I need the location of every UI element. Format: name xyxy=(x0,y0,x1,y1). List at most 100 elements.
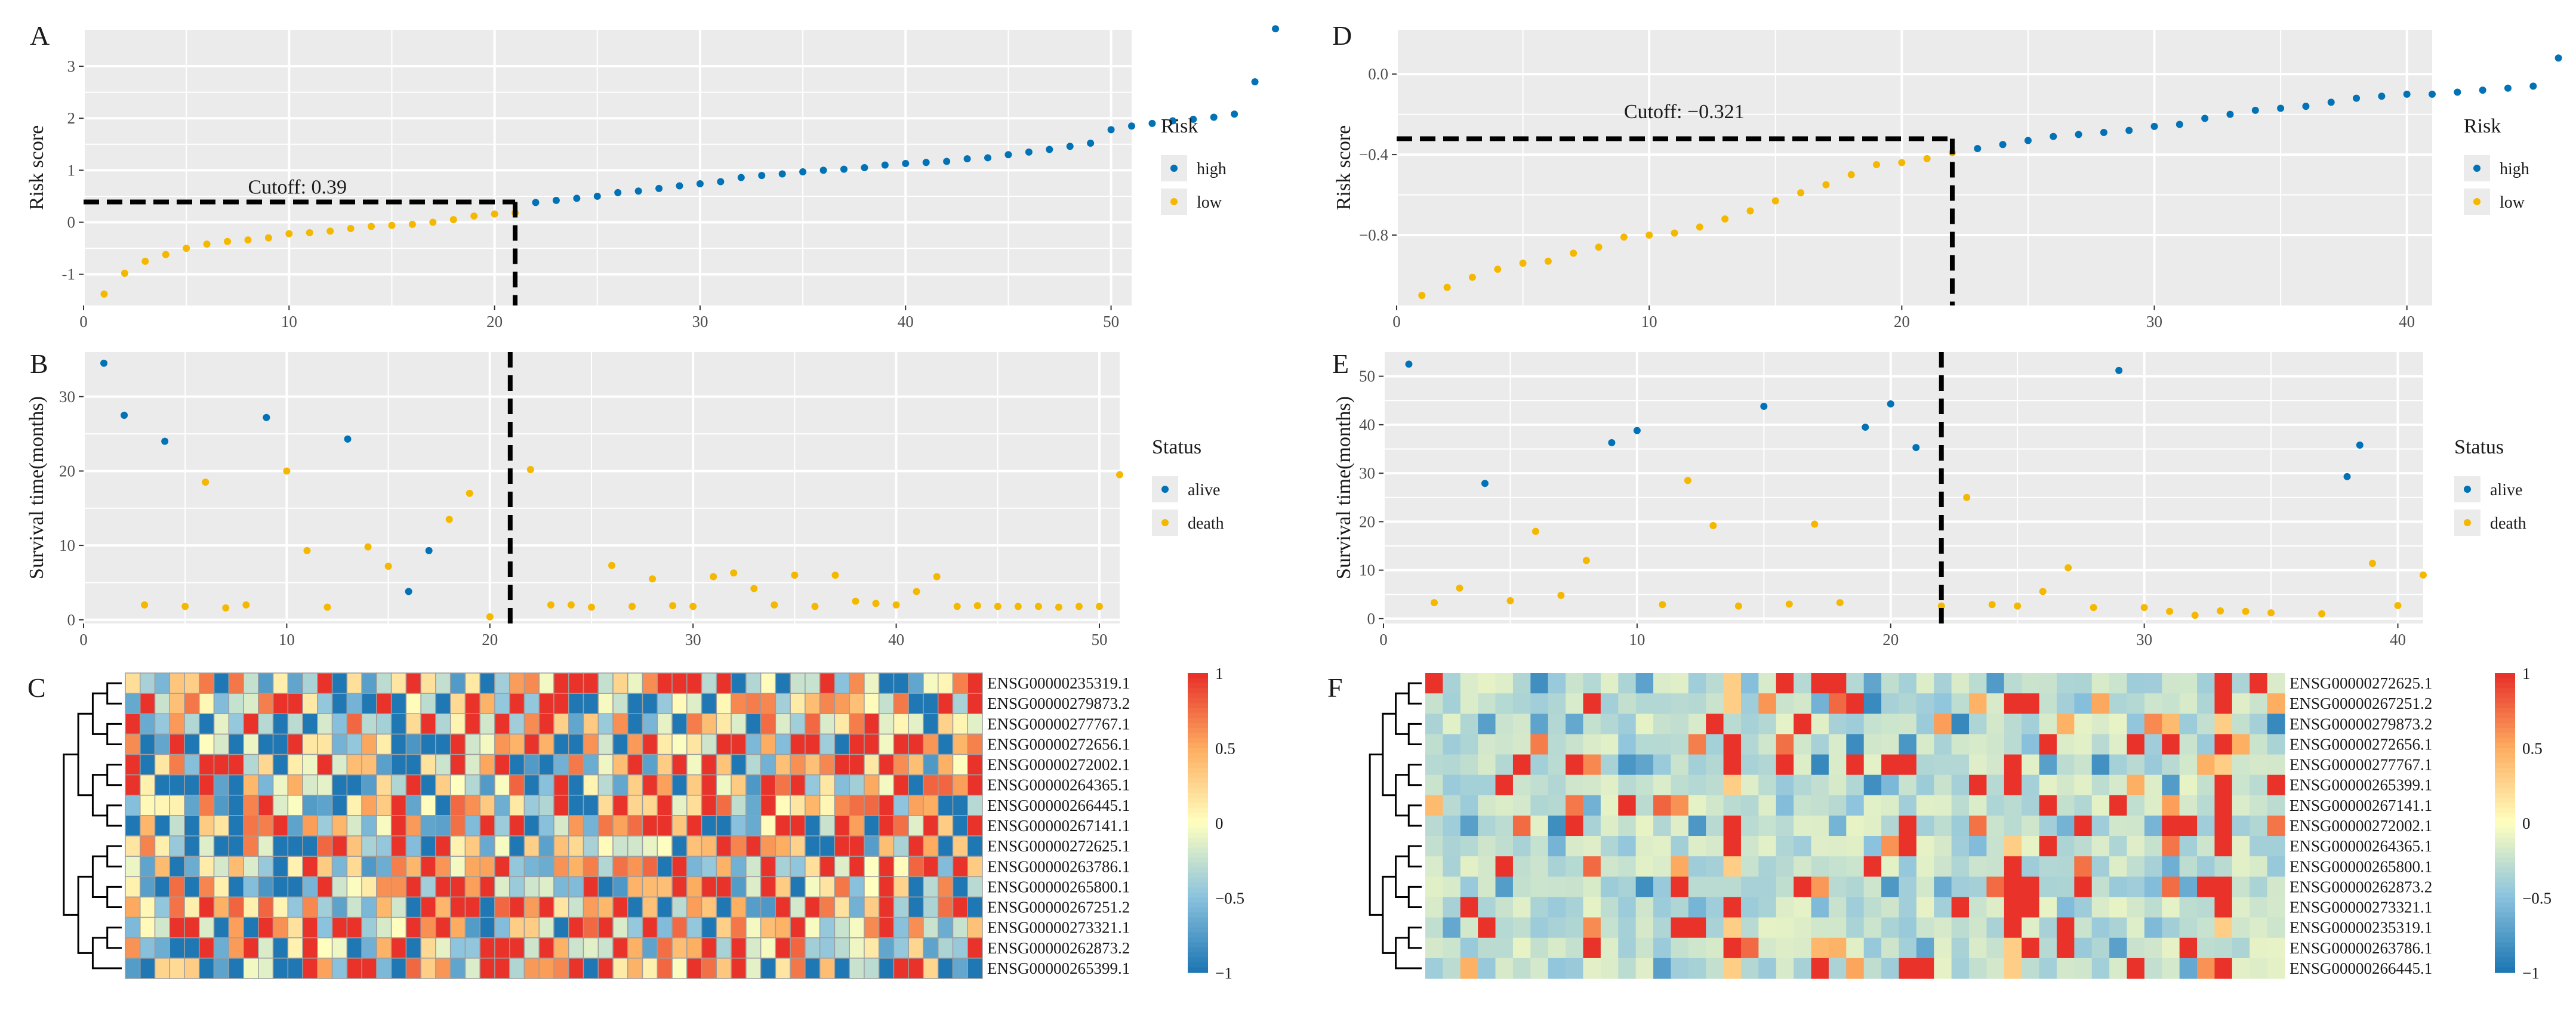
heatmap-cell xyxy=(2056,673,2075,694)
heatmap-cell xyxy=(952,733,968,755)
data-point xyxy=(2024,137,2032,144)
heatmap-cell xyxy=(716,876,732,898)
colorbar-tick-label: −0.5 xyxy=(1215,889,1244,907)
heatmap-cell xyxy=(627,754,643,776)
gene-label: ENSG00000272002.1 xyxy=(2290,817,2432,835)
heatmap-cell xyxy=(1460,856,1478,877)
heatmap-cell xyxy=(2056,958,2075,979)
heatmap-cell xyxy=(302,672,318,694)
heatmap-cell xyxy=(2127,693,2145,714)
heatmap-cell xyxy=(1776,856,1794,877)
heatmap-cell xyxy=(671,672,688,694)
data-point xyxy=(344,435,352,443)
heatmap-cell xyxy=(1600,937,1619,959)
heatmap-cell xyxy=(657,733,673,755)
heatmap-cell xyxy=(686,733,702,755)
heatmap-cell xyxy=(1951,714,1970,734)
heatmap-cell xyxy=(553,795,569,816)
heatmap-cell xyxy=(2214,937,2233,959)
heatmap-cell xyxy=(1969,897,1988,918)
data-point xyxy=(203,240,211,248)
heatmap-cell xyxy=(2197,937,2216,959)
heatmap-cell xyxy=(745,672,762,694)
heatmap-cell xyxy=(1811,673,1829,694)
heatmap-cell xyxy=(287,937,303,959)
heatmap-cell xyxy=(952,795,968,816)
heatmap-cell xyxy=(169,896,185,918)
heatmap-cell xyxy=(849,835,865,857)
heatmap-cell xyxy=(2056,876,2075,898)
heatmap-cell xyxy=(2074,774,2093,796)
heatmap-cell xyxy=(1512,917,1531,939)
heatmap-cell xyxy=(2022,774,2040,796)
heatmap-cell xyxy=(2039,815,2057,836)
heatmap-cell xyxy=(1951,815,1970,836)
heatmap-cell xyxy=(1828,876,1847,898)
heatmap-cell xyxy=(2197,856,2216,877)
heatmap-cell xyxy=(790,774,806,796)
heatmap-cell xyxy=(937,835,954,857)
heatmap-cell xyxy=(775,713,791,735)
data-point xyxy=(2378,92,2386,100)
heatmap-cell xyxy=(1723,774,1742,796)
heatmap-cell xyxy=(790,896,806,918)
data-point xyxy=(2115,366,2123,374)
heatmap-cell xyxy=(597,835,614,857)
heatmap-cell xyxy=(1653,836,1672,857)
data-point xyxy=(2318,610,2326,618)
heatmap-cell xyxy=(627,795,643,816)
colorbar-segment xyxy=(1188,737,1208,744)
heatmap-cell xyxy=(686,672,702,694)
x-tick-label: 20 xyxy=(486,313,503,331)
heatmap-cell xyxy=(523,774,540,796)
heatmap-cell xyxy=(272,916,289,939)
heatmap-cell xyxy=(228,916,244,939)
heatmap-cell xyxy=(1495,958,1514,979)
heatmap-cell xyxy=(2232,917,2250,939)
heatmap-cell xyxy=(1495,754,1514,776)
heatmap-cell xyxy=(1600,714,1619,734)
heatmap-cell xyxy=(435,815,451,836)
x-tick-label: 20 xyxy=(1894,313,1910,331)
heatmap-cell xyxy=(686,896,702,918)
heatmap-cell xyxy=(494,916,510,939)
colorbar-segment xyxy=(2495,837,2515,844)
heatmap-cell xyxy=(449,672,466,694)
heatmap-cell xyxy=(272,937,289,959)
heatmap-cell xyxy=(775,896,791,918)
heatmap-cell xyxy=(1635,836,1654,857)
heatmap-cell xyxy=(2127,917,2145,939)
colorbar-segment xyxy=(1188,927,1208,933)
data-point xyxy=(953,603,961,610)
heatmap-cell xyxy=(1794,836,1812,857)
heatmap-cell xyxy=(701,958,717,979)
heatmap-cell xyxy=(2074,673,2093,694)
heatmap-cell xyxy=(2162,897,2180,918)
heatmap-cell xyxy=(1863,714,1882,734)
heatmap-cell xyxy=(1794,795,1812,816)
heatmap-cell xyxy=(464,774,480,796)
heatmap-cell xyxy=(627,835,643,857)
heatmap-cell xyxy=(405,774,421,796)
heatmap-cell xyxy=(1530,734,1549,755)
heatmap-cell xyxy=(2250,958,2268,979)
heatmap-cell xyxy=(125,754,141,776)
heatmap-cell xyxy=(923,876,939,898)
heatmap-cell xyxy=(760,754,777,776)
colorbar-segment xyxy=(2495,673,2515,679)
colorbar-segment xyxy=(2495,697,2515,704)
heatmap-cell xyxy=(597,856,614,878)
heatmap-cell xyxy=(2039,774,2057,796)
heatmap-cell xyxy=(1512,693,1531,714)
heatmap-cell xyxy=(449,856,466,878)
heatmap-cell xyxy=(2022,693,2040,714)
heatmap-cell xyxy=(1618,876,1637,898)
heatmap-cell xyxy=(449,754,466,776)
heatmap-cell xyxy=(967,856,983,878)
heatmap-cell xyxy=(1530,693,1549,714)
heatmap-cell xyxy=(657,815,673,836)
heatmap-cell xyxy=(923,916,939,939)
data-point xyxy=(141,257,149,265)
heatmap-cell xyxy=(2091,693,2110,714)
heatmap-cell xyxy=(775,774,791,796)
